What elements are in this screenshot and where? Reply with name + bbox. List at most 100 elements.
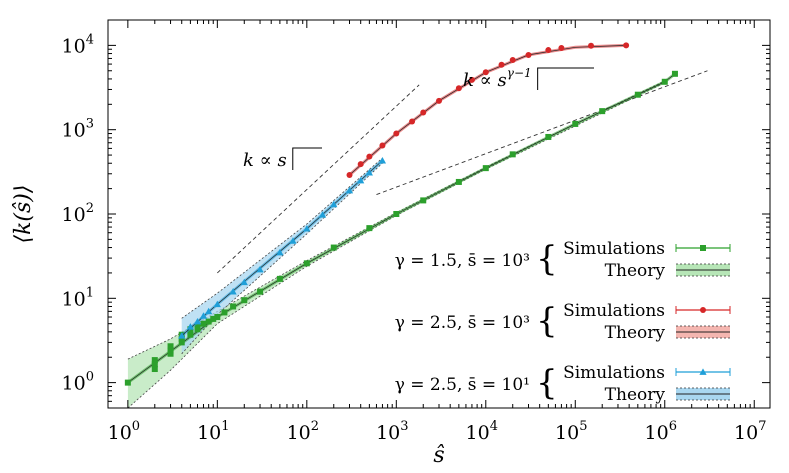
data-point-green: [634, 91, 641, 98]
legend-brace: {: [536, 363, 558, 403]
data-point-blue: [318, 211, 327, 218]
data-point-green: [167, 350, 174, 357]
data-point-green: [572, 120, 579, 127]
annotation-power-exponent: γ−1: [507, 66, 532, 80]
series-green: [124, 70, 678, 386]
data-point-green: [214, 314, 221, 321]
data-point-blue: [330, 200, 338, 208]
data-point-red: [436, 97, 442, 104]
theory-line-green: [127, 72, 676, 384]
annotations: k ∝ sk ∝ sγ−1: [243, 66, 594, 171]
x-tick-label: 107: [734, 419, 766, 444]
data-point-red: [455, 85, 462, 92]
annotation-power-base: k ∝ s: [463, 70, 507, 91]
band-upper-blue: [181, 157, 383, 319]
data-point-green: [671, 70, 678, 77]
legend-group-label: γ = 2.5, s̄ = 10³: [395, 313, 530, 333]
data-point-green: [241, 297, 248, 304]
annotation-linear-base: k ∝ s: [243, 150, 287, 171]
x-tick-label: 100: [108, 419, 140, 444]
data-point-green: [366, 225, 373, 232]
legend-group-label: γ = 1.5, s̄ = 10³: [395, 251, 530, 271]
guide-annotation-power: [376, 70, 708, 195]
data-point-green: [393, 211, 400, 217]
data-point-green: [210, 315, 217, 322]
data-point-blue: [199, 312, 208, 319]
legend-marker: [700, 245, 706, 251]
theory-core-green: [127, 73, 676, 383]
data-point-red: [346, 172, 353, 179]
data-point-red: [588, 42, 595, 49]
data-point-red: [498, 61, 505, 68]
legend-sim-label: Simulations: [563, 239, 665, 259]
theory-core-blue: [181, 160, 383, 336]
y-axis-label: ⟨k(ŝ)⟩: [11, 185, 36, 244]
data-point-green: [599, 108, 606, 115]
legend-marker: [700, 307, 706, 313]
data-point-green: [661, 78, 668, 85]
data-point-blue: [256, 265, 264, 273]
data-point-green: [124, 379, 131, 386]
data-point-blue: [205, 307, 213, 315]
y-tick-label: 100: [62, 370, 94, 395]
annotation-linear: k ∝ s: [243, 150, 287, 171]
legend-marker: [699, 368, 707, 375]
legend-group-label: γ = 2.5, s̄ = 10¹: [395, 375, 530, 395]
axes: 100 101 102 103 104 105 106 107 100 101 102 103 104: [62, 19, 770, 444]
annotation-power-bracket: [537, 67, 594, 90]
data-point-green: [205, 318, 212, 325]
data-point-red: [379, 142, 386, 149]
data-point-green: [257, 288, 264, 295]
data-point-red: [545, 47, 552, 54]
data-point-blue: [186, 323, 194, 330]
x-tick-label: 106: [645, 419, 677, 444]
data-point-green: [178, 339, 185, 346]
data-point-green: [221, 309, 228, 316]
annotation-power: k ∝ sγ−1: [463, 66, 532, 91]
theory-core-red: [349, 45, 627, 176]
data-point-green: [330, 244, 337, 251]
data-point-green: [545, 133, 552, 140]
x-tick-label: 103: [376, 419, 408, 444]
data-point-green: [455, 178, 462, 185]
guide-annotation-linear: [217, 84, 420, 274]
theory-line-red: [348, 43, 627, 177]
y-tick-label: 103: [62, 117, 94, 142]
data-point-red: [357, 161, 364, 168]
data-point-blue: [193, 317, 202, 325]
data-point-green: [276, 275, 283, 282]
data-point-blue: [303, 225, 311, 232]
data-point-red: [420, 109, 427, 116]
data-point-red: [366, 153, 373, 160]
legend-theory-label: Theory: [605, 261, 666, 281]
data-point-green: [200, 320, 207, 327]
x-tick-label: 102: [287, 419, 319, 444]
data-point-red: [482, 69, 489, 76]
data-point-green: [509, 151, 516, 158]
data-point-green: [194, 323, 201, 330]
x-tick-label: 105: [555, 419, 587, 444]
data-point-blue: [357, 176, 365, 184]
data-point-red: [525, 51, 532, 58]
data-point-red: [558, 45, 565, 52]
data-point-blue: [240, 278, 248, 286]
data-point-blue: [276, 248, 284, 256]
data-point-green: [178, 335, 185, 342]
y-tick-label: 104: [62, 32, 94, 57]
series-blue: [178, 156, 387, 339]
guide-lines: [217, 70, 708, 274]
data-point-blue: [229, 288, 237, 295]
legend-brace: {: [536, 301, 558, 341]
y-tick-label: 101: [62, 285, 94, 310]
data-point-blue: [365, 168, 373, 176]
legend-sim-label: Simulations: [563, 363, 665, 383]
data-point-blue: [378, 156, 387, 164]
data-point-green: [167, 347, 174, 354]
legend-theory-label: Theory: [605, 385, 666, 405]
data-point-red: [623, 42, 630, 49]
